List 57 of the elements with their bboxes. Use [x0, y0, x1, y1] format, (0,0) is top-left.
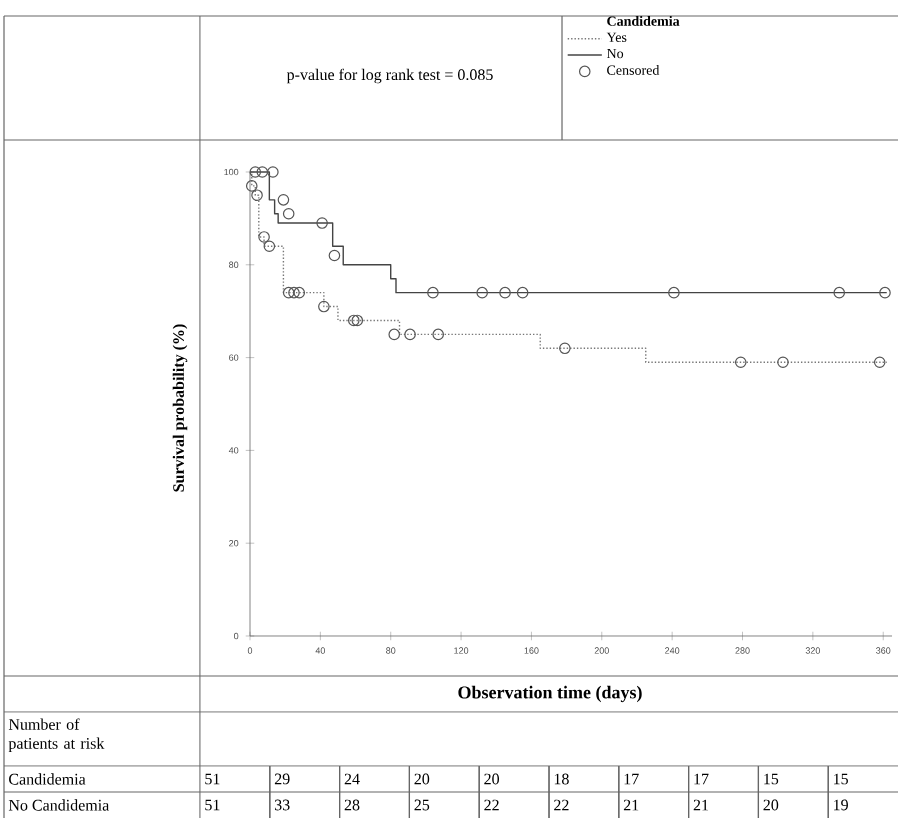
text: 17	[694, 773, 709, 785]
text: 19	[834, 799, 848, 811]
point	[559, 342, 571, 355]
point	[432, 328, 445, 341]
point	[668, 286, 680, 299]
text: 22	[484, 799, 499, 811]
point	[288, 286, 300, 299]
text: 33	[274, 799, 290, 811]
text: 51	[205, 799, 220, 811]
text: 15	[764, 773, 779, 785]
point	[256, 166, 269, 178]
text: Candidemia	[9, 773, 86, 785]
point	[318, 300, 330, 313]
text: 24	[344, 773, 360, 785]
point	[316, 217, 328, 229]
text: Number of patients at risk	[8, 718, 105, 753]
point	[777, 356, 789, 369]
text: 20	[414, 773, 430, 785]
point	[293, 286, 306, 299]
point	[499, 286, 511, 299]
text: 28	[344, 799, 360, 811]
point	[734, 356, 747, 369]
point	[476, 286, 488, 299]
y-axis-title: Survival probability (%)	[172, 324, 188, 492]
text: 25	[414, 799, 430, 811]
point	[873, 356, 886, 369]
text: 51	[205, 773, 220, 785]
text: 21	[623, 799, 639, 811]
point	[516, 286, 529, 299]
text: 18	[554, 773, 569, 785]
point	[263, 240, 276, 253]
point	[277, 194, 290, 206]
point	[282, 207, 295, 220]
point	[282, 286, 295, 299]
text: 21	[693, 799, 709, 811]
text: 15	[834, 773, 848, 785]
point	[351, 314, 364, 327]
x-axis-title: Observation time (days)	[458, 685, 642, 703]
text: 17	[624, 773, 639, 785]
point	[258, 231, 270, 243]
point	[388, 328, 401, 341]
text: p-value for log rank test = 0.085	[286, 68, 493, 84]
point	[833, 286, 846, 299]
point	[267, 166, 279, 178]
point	[427, 286, 439, 299]
point	[879, 286, 891, 299]
text: 29	[274, 773, 290, 785]
point	[249, 166, 262, 178]
point	[347, 314, 360, 327]
text: No Candidemia	[8, 799, 110, 811]
point	[328, 249, 341, 262]
text: 20	[763, 799, 779, 811]
point	[251, 189, 263, 201]
point	[245, 180, 258, 192]
point	[404, 328, 416, 341]
text: 20	[484, 773, 500, 785]
text: 22	[554, 799, 569, 811]
